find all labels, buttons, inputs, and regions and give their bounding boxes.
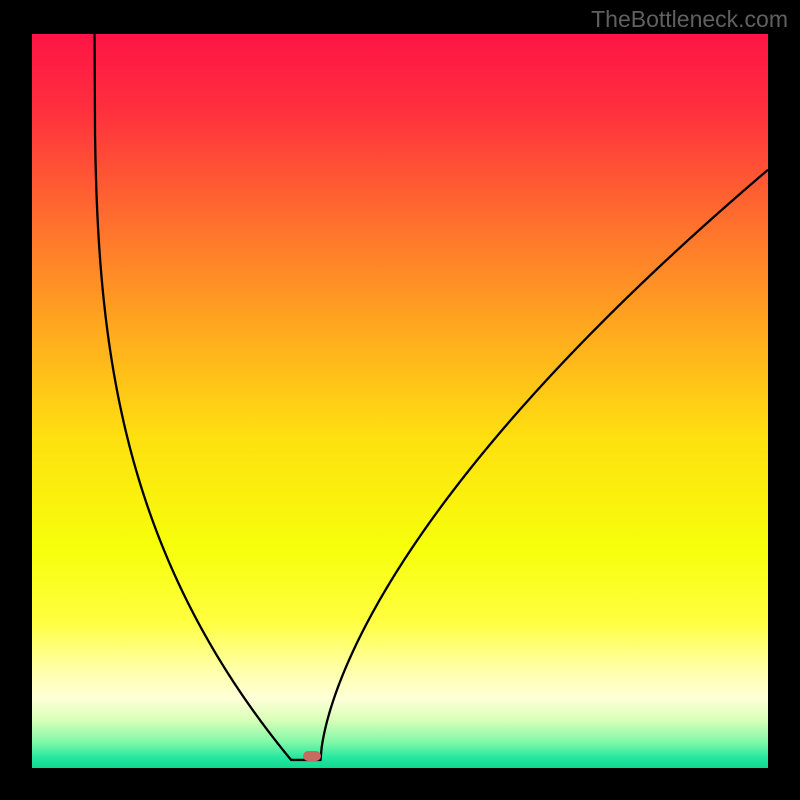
curve-overlay <box>32 34 768 768</box>
plot-area <box>32 34 768 768</box>
chart-container: TheBottleneck.com <box>0 0 800 800</box>
watermark-text: TheBottleneck.com <box>591 6 788 33</box>
bottleneck-curve <box>95 34 768 760</box>
min-marker <box>303 751 321 761</box>
